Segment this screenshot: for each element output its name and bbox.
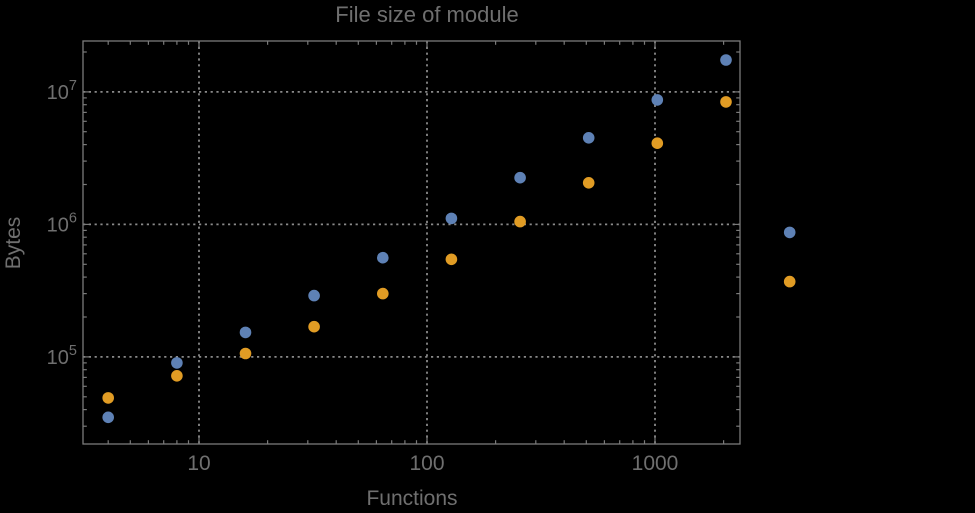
data-point — [651, 137, 664, 149]
gridlines — [83, 41, 740, 444]
data-point — [582, 132, 595, 144]
data-point — [377, 287, 389, 300]
plot-frame — [82, 40, 741, 445]
data-point — [102, 411, 114, 424]
x-tick-label: 10 — [187, 452, 210, 475]
data-point — [102, 392, 114, 404]
x-tick-label: 100 — [409, 452, 444, 475]
data-point — [720, 96, 732, 108]
data-point — [582, 177, 595, 189]
data-point — [377, 251, 389, 264]
x-tick-labels: 10 100 1000 — [187, 452, 678, 475]
data-point — [445, 253, 458, 266]
series-2-orange-points — [102, 96, 796, 404]
data-point — [239, 326, 252, 339]
data-point — [783, 275, 796, 288]
y-axis-label: Bytes — [2, 216, 25, 270]
series-1-blue-points — [102, 54, 796, 424]
chart-title: File size of module — [335, 2, 519, 27]
y-tick-label: 107 — [47, 78, 77, 104]
data-point — [308, 289, 320, 302]
data-point — [720, 54, 732, 66]
x-tick-label: 1000 — [632, 452, 679, 475]
data-point — [783, 226, 796, 239]
data-point — [514, 215, 526, 228]
y-tick-label: 105 — [47, 343, 77, 369]
data-point — [308, 320, 320, 333]
data-point — [514, 171, 526, 184]
x-axis-label: Functions — [366, 487, 458, 510]
y-tick-label: 106 — [47, 210, 77, 236]
data-point — [171, 370, 183, 382]
data-point — [445, 212, 458, 225]
data-point — [239, 347, 252, 360]
data-point — [171, 357, 183, 369]
data-point — [651, 94, 664, 106]
y-tick-labels: 105 106 107 — [47, 78, 77, 369]
axis-ticks — [83, 41, 740, 444]
